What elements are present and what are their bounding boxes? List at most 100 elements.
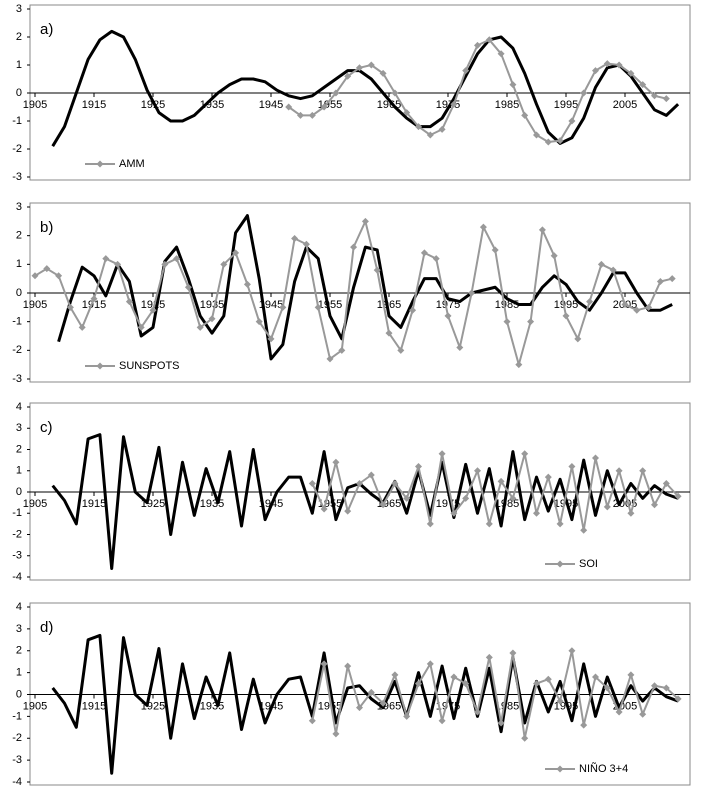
marker (468, 289, 476, 297)
y-tick-label: -2 (12, 344, 22, 356)
black-line (51, 433, 679, 570)
x-tick-label: 1905 (23, 700, 47, 712)
marker (102, 255, 110, 263)
marker (403, 712, 411, 720)
panel-label: b) (40, 219, 53, 236)
marker (651, 501, 658, 509)
marker (409, 306, 417, 314)
marker (367, 471, 375, 479)
marker (291, 235, 299, 243)
marker (474, 467, 481, 475)
x-tick-label: 1915 (82, 99, 106, 111)
marker (568, 647, 576, 655)
y-tick-label: -2 (12, 732, 22, 744)
marker (125, 298, 133, 306)
marker (668, 275, 676, 283)
x-tick-label: 1935 (200, 299, 224, 311)
marker (674, 695, 682, 703)
marker (515, 361, 523, 369)
marker (556, 520, 564, 528)
y-tick-label: 3 (16, 201, 22, 213)
marker (485, 36, 493, 44)
marker (615, 708, 623, 716)
x-tick-label: 1935 (200, 700, 224, 712)
marker (592, 673, 599, 681)
x-tick-label: 1985 (495, 299, 519, 311)
legend-marker (556, 560, 564, 568)
marker (450, 673, 458, 681)
y-tick-label: -4 (12, 571, 22, 583)
panel-label: c) (40, 419, 53, 436)
marker (184, 283, 192, 291)
marker (627, 509, 635, 517)
marker (31, 272, 39, 280)
marker (285, 103, 293, 111)
marker (485, 653, 493, 661)
x-tick-label: 1995 (554, 99, 578, 111)
marker (544, 473, 552, 481)
legend-label: SOI (579, 558, 598, 570)
marker (308, 480, 316, 487)
y-tick-label: -3 (12, 754, 22, 766)
y-tick-label: 4 (16, 601, 22, 613)
x-tick-label: 1925 (141, 299, 165, 311)
y-tick-label: -3 (12, 171, 22, 183)
marker (474, 708, 481, 716)
marker (161, 260, 169, 268)
marker (621, 300, 629, 308)
marker (367, 688, 375, 696)
marker (444, 312, 452, 320)
marker (497, 477, 505, 485)
black-line (51, 29, 680, 147)
marker (580, 526, 588, 534)
marker (521, 450, 529, 458)
marker (415, 123, 422, 131)
y-tick-label: 0 (16, 486, 22, 498)
y-tick-label: -1 (12, 507, 22, 519)
marker (651, 92, 658, 100)
marker (562, 312, 570, 320)
marker (66, 303, 74, 311)
marker (426, 660, 434, 668)
marker (485, 520, 493, 528)
marker (568, 117, 576, 125)
marker (674, 492, 682, 500)
legend-label: NIÑO 3+4 (579, 762, 628, 775)
marker (556, 137, 564, 145)
marker (232, 249, 240, 257)
marker (367, 61, 375, 69)
marker (426, 131, 434, 139)
y-tick-label: 4 (16, 401, 22, 413)
marker (78, 323, 86, 331)
marker (462, 494, 470, 502)
x-tick-label: 1985 (495, 99, 519, 111)
marker (55, 272, 63, 280)
marker (350, 243, 358, 251)
legend-label: AMM (119, 158, 145, 170)
marker (373, 266, 381, 274)
marker (497, 719, 505, 727)
marker (356, 704, 363, 712)
marker (320, 505, 328, 513)
y-tick-label: 1 (16, 59, 22, 71)
marker (456, 343, 464, 351)
marker (639, 81, 647, 89)
y-tick-label: 2 (16, 645, 22, 657)
marker (462, 680, 470, 688)
marker (255, 318, 263, 326)
marker (397, 346, 405, 354)
x-tick-label: 1935 (200, 498, 224, 510)
marker (403, 494, 411, 502)
marker (379, 501, 387, 509)
marker (332, 458, 340, 466)
marker (279, 303, 287, 311)
marker (391, 480, 399, 487)
x-tick-label: 1945 (259, 99, 283, 111)
y-tick-label: -3 (12, 550, 22, 562)
marker (639, 467, 647, 475)
marker (645, 303, 653, 311)
x-tick-label: 1915 (82, 700, 106, 712)
x-tick-label: 1975 (436, 700, 460, 712)
